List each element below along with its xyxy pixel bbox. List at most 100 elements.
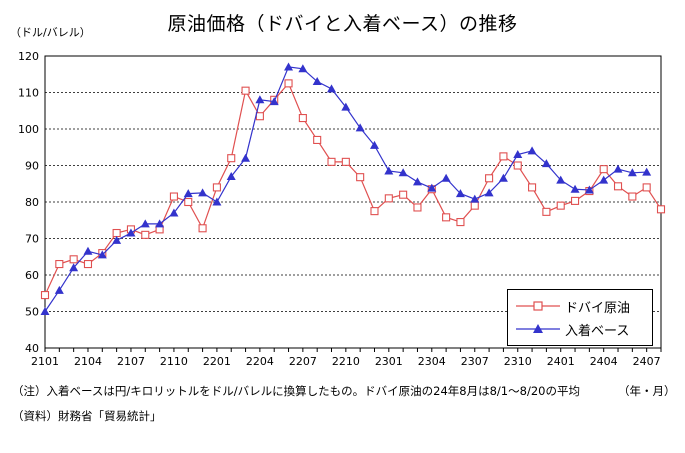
data-point-dubai [327, 157, 336, 166]
data-point-dubai [513, 161, 522, 170]
legend-label-dubai: ドバイ原油 [565, 301, 631, 316]
data-point-import [97, 250, 107, 259]
data-point-import [327, 84, 337, 93]
x-tick-label: 2407 [633, 355, 661, 368]
data-point-import [441, 173, 451, 182]
data-point-dubai [112, 228, 121, 238]
data-point-dubai [642, 183, 651, 192]
data-point-import [198, 188, 208, 197]
data-point-dubai [241, 86, 250, 95]
data-point-import [412, 177, 422, 186]
data-point-import [627, 168, 637, 177]
footnote: （注）入着ベースは円/キロリットルをドル/バレルに換算したもの。ドバイ原油の24… [12, 384, 580, 398]
x-tick-label: 2301 [375, 355, 403, 368]
x-tick-label: 2210 [332, 355, 360, 368]
y-tick-label: 110 [18, 87, 39, 100]
data-point-dubai [556, 201, 565, 210]
data-point-dubai [599, 165, 608, 174]
data-point-import [513, 150, 523, 159]
data-point-import [140, 219, 150, 228]
data-point-import [284, 62, 294, 71]
data-point-dubai [284, 79, 293, 88]
x-tick-label: 2201 [203, 355, 231, 368]
data-point-import [498, 173, 508, 182]
x-tick-label: 2310 [504, 355, 532, 368]
data-point-dubai [198, 224, 207, 233]
data-point-import [212, 197, 222, 206]
data-point-dubai [499, 152, 508, 161]
data-point-import [112, 235, 122, 244]
data-point-dubai [470, 201, 479, 210]
data-point-dubai [83, 259, 93, 269]
data-point-import [126, 228, 136, 237]
data-point-dubai [485, 174, 494, 183]
y-tick-label: 120 [18, 50, 39, 63]
data-point-dubai [55, 259, 64, 269]
x-tick-label: 2204 [246, 355, 274, 368]
legend-item-import: 入着ベース [508, 319, 652, 339]
y-tick-label: 100 [18, 123, 39, 136]
data-point-import [570, 184, 580, 193]
x-tick-label: 2307 [461, 355, 489, 368]
data-point-dubai [356, 173, 365, 182]
data-point-import [40, 307, 50, 315]
data-point-import [484, 188, 494, 197]
data-point-import [241, 153, 251, 162]
data-point-import [155, 219, 165, 228]
x-tick-label: 2404 [590, 355, 618, 368]
x-tick-label: 2101 [31, 355, 59, 368]
data-point-import [584, 185, 594, 194]
data-point-import [69, 263, 79, 272]
data-point-import [613, 164, 623, 173]
data-point-dubai [298, 114, 307, 123]
y-tick-label: 80 [25, 196, 39, 209]
data-point-dubai [628, 192, 637, 201]
legend-item-dubai: ドバイ原油 [508, 296, 652, 316]
x-tick-label: 2207 [289, 355, 317, 368]
chart-legend: ドバイ原油 入着ベース [507, 289, 653, 346]
data-point-dubai [169, 192, 178, 201]
y-tick-label: 90 [25, 160, 39, 173]
data-point-import [398, 168, 408, 177]
data-point-import [169, 208, 179, 217]
data-point-dubai [613, 182, 623, 191]
x-tick-label: 2104 [74, 355, 102, 368]
y-axis-unit-label: （ドル/バレル） [10, 26, 91, 39]
data-point-dubai [399, 190, 408, 199]
data-point-dubai [341, 157, 350, 166]
data-point-import [427, 183, 437, 192]
data-point-dubai [456, 218, 465, 227]
data-point-import [470, 194, 480, 203]
legend-triangle-marker-icon [516, 324, 560, 333]
data-point-import [341, 102, 351, 111]
data-point-dubai [570, 196, 580, 205]
data-point-import [642, 167, 652, 176]
data-point-dubai [141, 230, 150, 239]
series-line-0 [44, 82, 662, 296]
legend-square-marker-icon [516, 301, 560, 311]
plot-area-border [44, 55, 662, 349]
data-point-import [255, 95, 265, 104]
data-point-import [556, 175, 566, 184]
data-point-import [527, 146, 537, 155]
data-point-import [599, 175, 609, 184]
data-point-import [54, 285, 64, 294]
data-point-dubai [384, 194, 393, 203]
data-point-import [312, 77, 322, 86]
data-point-import [369, 140, 379, 149]
data-point-dubai [184, 197, 193, 207]
data-point-import [355, 123, 365, 132]
x-tick-label: 2304 [418, 355, 446, 368]
data-point-dubai [212, 183, 221, 192]
data-point-dubai [313, 135, 322, 144]
data-point-import [183, 189, 193, 198]
data-point-dubai [255, 112, 264, 121]
legend-label-import: 入着ベース [565, 324, 630, 339]
data-point-dubai [542, 207, 551, 216]
source-note: （資料）財務省「貿易統計」 [12, 409, 162, 423]
data-point-dubai [442, 213, 451, 222]
data-point-import [226, 171, 236, 180]
data-point-import [269, 97, 279, 106]
y-tick-label: 70 [25, 233, 39, 246]
